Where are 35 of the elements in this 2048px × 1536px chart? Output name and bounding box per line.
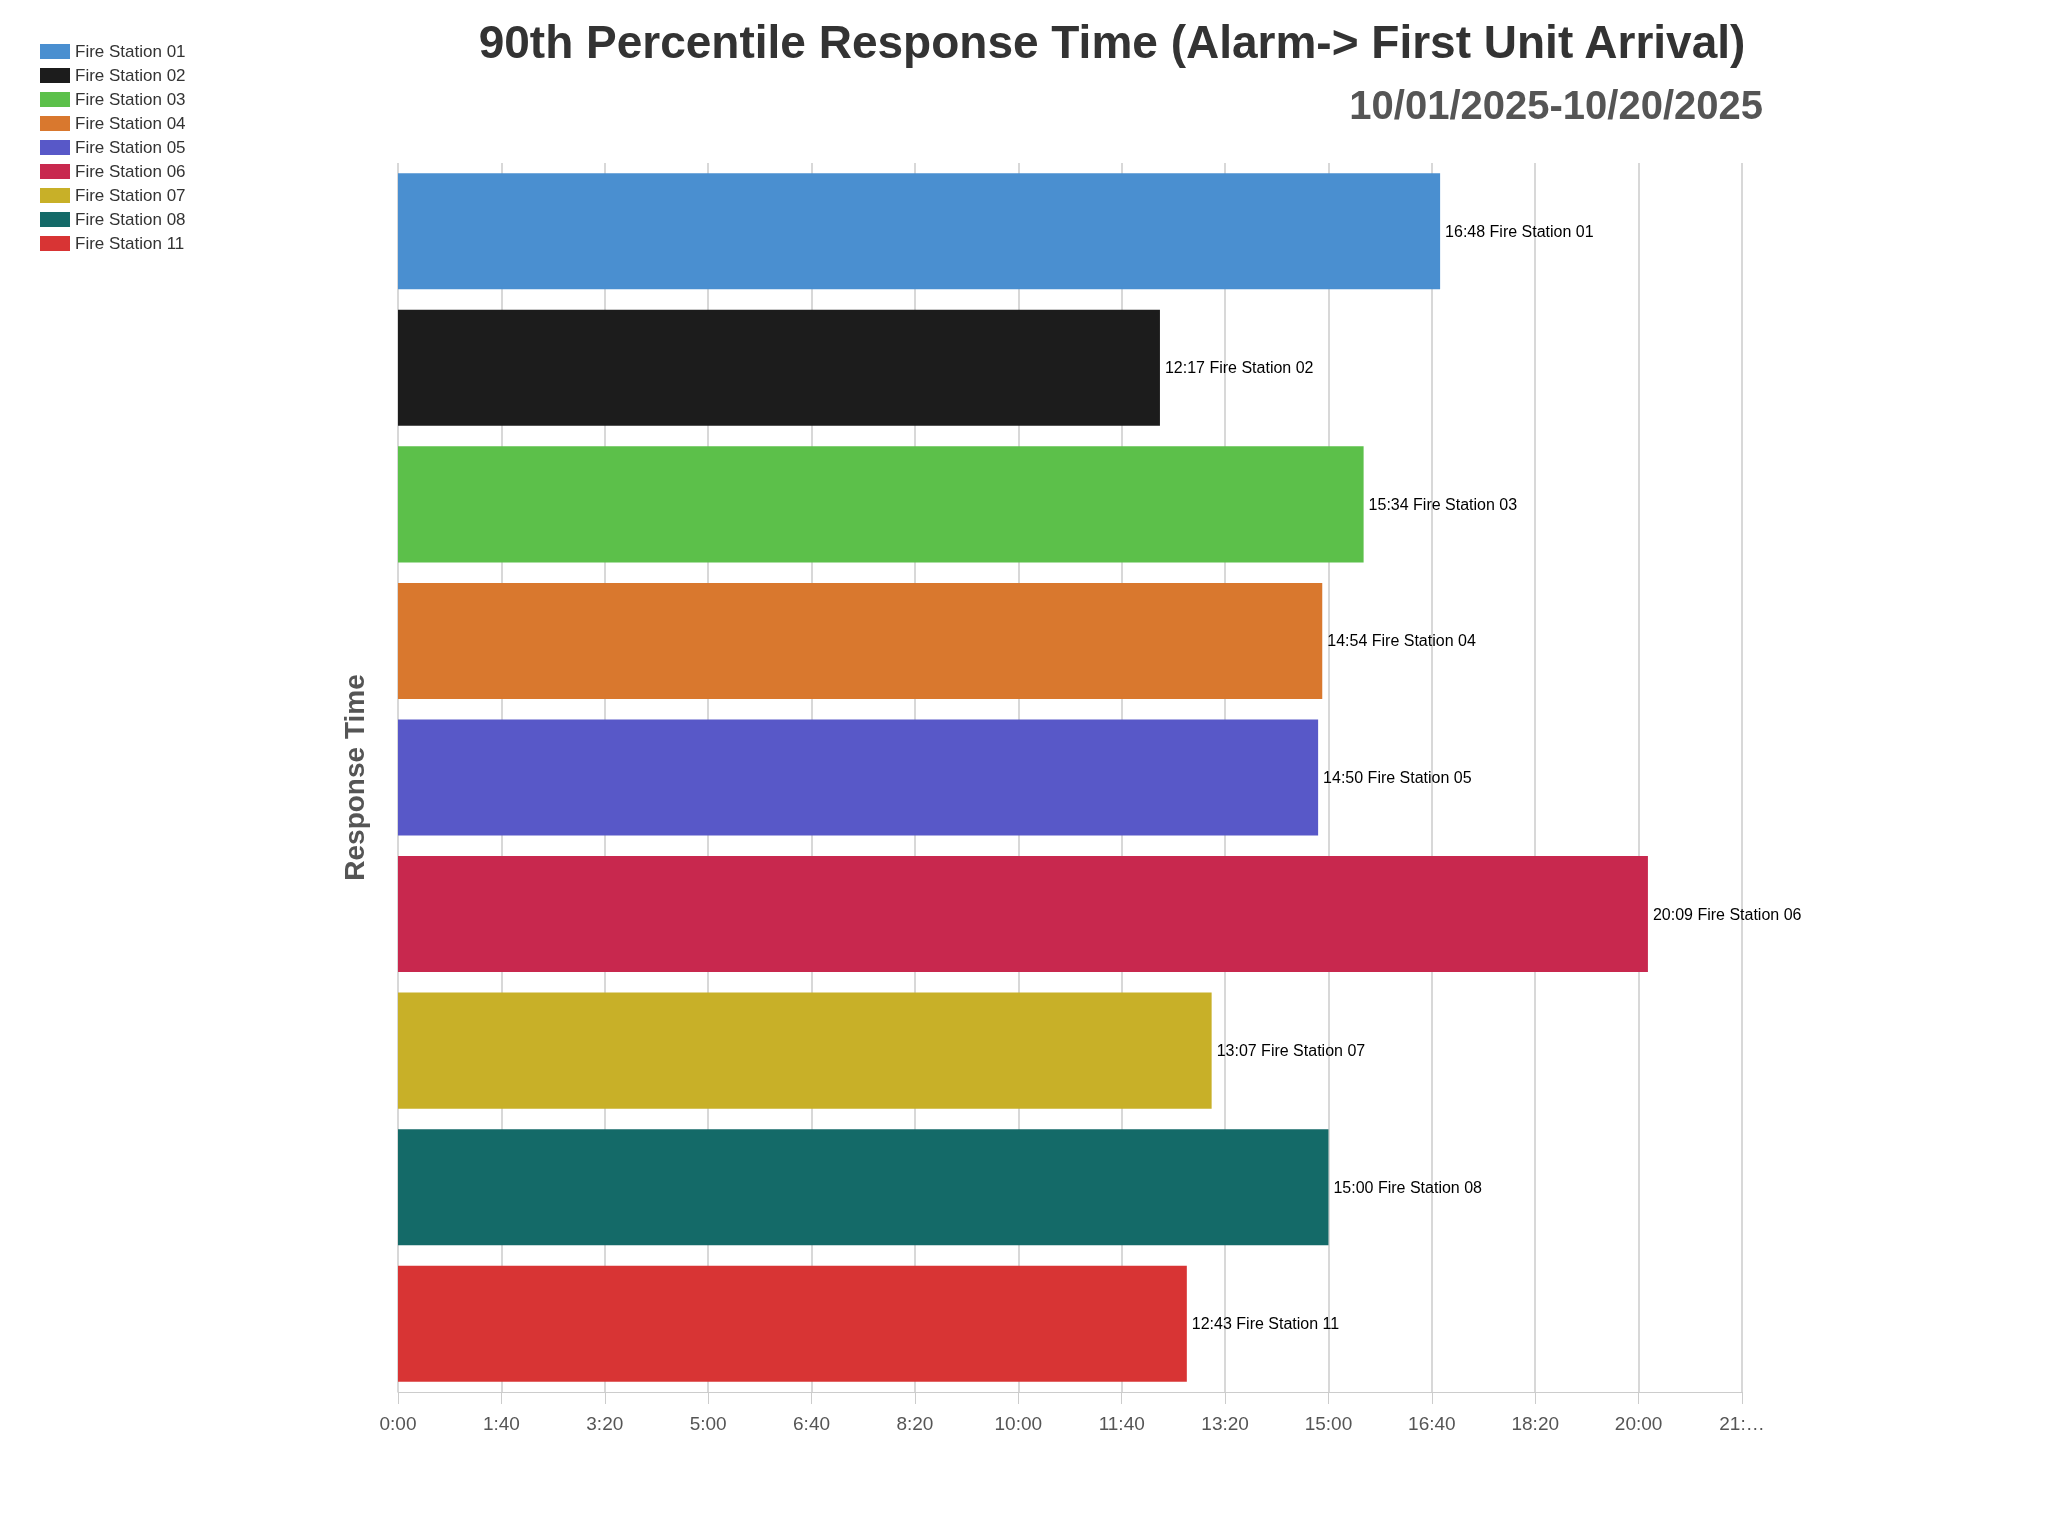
legend-label: Fire Station 02 (75, 66, 186, 85)
legend-label: Fire Station 11 (75, 234, 185, 253)
x-tick-label: 8:20 (896, 1413, 934, 1434)
legend-label: Fire Station 01 (75, 42, 186, 61)
legend-label: Fire Station 05 (75, 138, 186, 157)
x-tick-label: 11:40 (1098, 1413, 1145, 1434)
x-tick-label: 21:… (1719, 1413, 1765, 1434)
x-tick-label: 1:40 (482, 1413, 520, 1434)
data-label: 14:54 Fire Station 04 (1327, 632, 1476, 650)
x-tick-label: 13:20 (1201, 1413, 1249, 1434)
y-axis-title: Response Time (338, 674, 370, 881)
data-label: 16:48 Fire Station 01 (1445, 222, 1594, 240)
x-tick-label: 16:40 (1408, 1413, 1456, 1434)
legend-label: Fire Station 03 (75, 90, 186, 109)
chart-subtitle: 10/01/2025-10/20/2025 (1349, 83, 1764, 127)
x-tick-label: 0:00 (379, 1413, 417, 1434)
data-label: 15:00 Fire Station 08 (1333, 1178, 1483, 1196)
x-tick-label: 18:20 (1511, 1413, 1559, 1434)
data-label: 14:50 Fire Station 05 (1323, 769, 1472, 786)
data-label: 20:09 Fire Station 06 (1652, 905, 1802, 923)
data-label: 12:17 Fire Station 02 (1164, 359, 1314, 377)
x-tick-label: 5:00 (689, 1413, 727, 1434)
data-label: 13:07 Fire Station 07 (1216, 1042, 1366, 1060)
x-tick-label: 6:40 (793, 1413, 831, 1434)
legend-label: Fire Station 08 (75, 210, 186, 229)
legend-label: Fire Station 04 (75, 114, 186, 133)
x-tick-label: 20:00 (1614, 1413, 1663, 1434)
x-tick-label: 15:00 (1304, 1413, 1353, 1434)
legend-label: Fire Station 06 (75, 162, 186, 181)
chart-title: 90th Percentile Response Time (Alarm-> First Unit Arrival) (478, 16, 1746, 68)
x-tick-label: 10:00 (994, 1413, 1043, 1434)
data-label: 15:34 Fire Station 03 (1368, 495, 1518, 513)
legend-label: Fire Station 07 (75, 186, 186, 205)
x-tick-label: 3:20 (586, 1413, 624, 1434)
data-label: 12:43 Fire Station 11 (1191, 1315, 1340, 1333)
